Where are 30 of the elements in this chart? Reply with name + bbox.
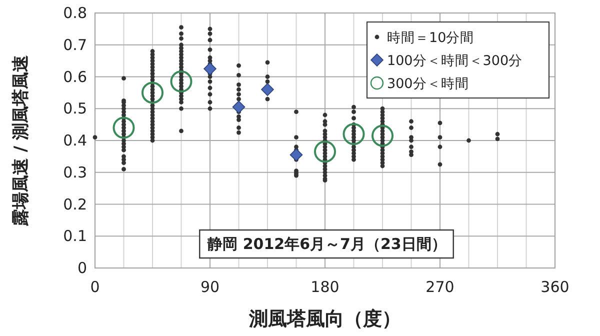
point (290, 148, 303, 162)
x-tick-label: 180 (310, 278, 340, 296)
y-axis-title: 露場風速 / 測風塔風速 (11, 54, 31, 228)
y-tick-label: 0.4 (63, 132, 87, 150)
point (142, 82, 164, 104)
point (372, 124, 394, 147)
x-tick-label: 90 (200, 278, 220, 296)
x-tick-label: 0 (90, 278, 100, 296)
point (232, 100, 246, 114)
point (261, 83, 274, 96)
y-tick-label: 0.8 (63, 4, 87, 22)
y-tick-label: 0.3 (63, 163, 87, 182)
y-tick-label: 0.1 (63, 227, 87, 246)
x-axis-title: 測風塔風向（度） (248, 308, 401, 330)
legend-label: 時間＝10分間 (387, 30, 474, 46)
point (342, 123, 365, 146)
y-tick-label: 0.7 (63, 36, 87, 54)
point (112, 116, 135, 139)
y-tick-label: 0.6 (63, 68, 87, 86)
legend-label: 100分＜時間＜300分 (387, 53, 523, 69)
y-tick-label: 0 (77, 259, 87, 277)
point (170, 70, 192, 93)
y-tick-label: 0.2 (63, 195, 87, 214)
x-tick-label: 360 (540, 278, 570, 296)
point (204, 62, 216, 76)
annotation: 静岡 2012年6月～7月（23日間） (206, 235, 446, 253)
y-tick-label: 0.5 (63, 100, 87, 118)
x-tick-label: 270 (426, 278, 454, 296)
legend-label: 300分＜時間 (387, 76, 469, 92)
point (314, 140, 336, 163)
